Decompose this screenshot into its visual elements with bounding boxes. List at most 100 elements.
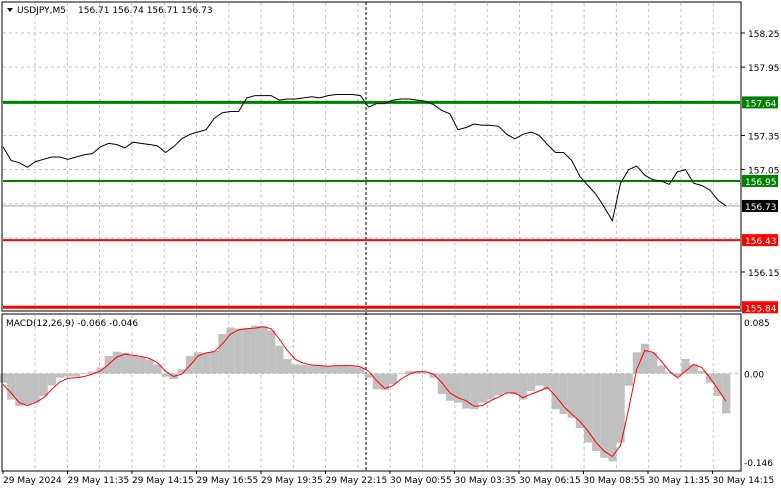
- macd-histogram-bar: [23, 373, 32, 405]
- macd-histogram-bar: [226, 327, 235, 374]
- price-axis: 157.64 156.95 156.43 155.84 156.73 158.25 157.…: [741, 30, 780, 469]
- macd-histogram-bar: [486, 373, 495, 400]
- macd-histogram-bar: [161, 373, 170, 377]
- macd-title: MACD(12,26,9) -0.066 -0.046: [6, 319, 138, 329]
- macd-histogram-bar: [689, 364, 698, 374]
- macd-histogram-bar: [454, 373, 463, 403]
- macd-histogram-bar: [527, 373, 536, 392]
- symbol-label: USDJPY,M5: [17, 6, 66, 16]
- level-label-bg: [742, 234, 778, 247]
- y-tick-label: 158.25: [748, 30, 780, 40]
- y-tick-label: 157.95: [748, 64, 780, 74]
- macd-histogram-bar: [88, 371, 97, 374]
- macd-pane-border: [1, 313, 742, 472]
- macd-histogram-bar: [153, 364, 162, 374]
- macd-histogram-bar: [234, 328, 243, 374]
- x-tick-label: 30 May 06:15: [519, 476, 581, 486]
- price-series-line: [2, 94, 727, 223]
- macd-histogram-bar: [218, 334, 227, 374]
- macd-signal-line: [2, 326, 727, 458]
- price-levels: [3, 100, 740, 309]
- macd-histogram-bar: [681, 358, 690, 374]
- macd-histogram-bar: [413, 371, 422, 374]
- macd-histogram-bar: [47, 373, 56, 386]
- macd-histogram-bar: [624, 373, 633, 386]
- macd-histogram-bar: [616, 373, 625, 443]
- macd-histogram-bar: [649, 352, 658, 374]
- macd-histogram-bar: [250, 325, 260, 374]
- macd-histogram-bar: [55, 373, 65, 378]
- macd-histogram-bar: [15, 373, 24, 407]
- macd-histogram: [0, 325, 731, 462]
- macd-histogram-bar: [494, 373, 503, 396]
- macd-histogram-bar: [112, 351, 121, 374]
- macd-histogram-bar: [275, 345, 284, 374]
- x-tick-label: 29 May 14:15: [132, 476, 194, 486]
- x-tick-label: 29 May 22:15: [326, 476, 388, 486]
- x-tick-label: 29 May 2024: [3, 476, 62, 486]
- x-tick-label: 30 May 08:55: [584, 476, 646, 486]
- macd-histogram-bar: [267, 330, 276, 374]
- macd-histogram-bar: [445, 373, 455, 401]
- macd-histogram-bar: [543, 373, 552, 390]
- macd-histogram-bar: [145, 359, 154, 374]
- macd-histogram-bar: [307, 365, 316, 374]
- macd-histogram-bar: [120, 352, 130, 374]
- current-price-label-bg: [742, 199, 778, 212]
- collapse-triangle-icon[interactable]: [7, 8, 13, 12]
- grid: [3, 3, 740, 470]
- current-price-label: 156.73: [745, 203, 777, 213]
- level-label-bg: [742, 301, 778, 314]
- level-label: 155.84: [745, 304, 777, 314]
- macd-histogram-bar: [592, 373, 601, 452]
- macd-histogram-bar: [437, 373, 446, 395]
- macd-y-tick-label: 0.085: [744, 319, 770, 329]
- x-tick-label: 29 May 19:35: [261, 476, 323, 486]
- macd-histogram-bar: [462, 373, 471, 409]
- y-tick-label: 156.15: [748, 269, 780, 279]
- y-tick-label: 157.05: [748, 167, 780, 177]
- macd-histogram-bar: [194, 352, 203, 374]
- macd-histogram-bar: [64, 373, 73, 377]
- macd-histogram-bar: [502, 373, 511, 393]
- macd-histogram-bar: [567, 373, 576, 418]
- macd-histogram-bar: [608, 373, 617, 462]
- macd-histogram-bar: [0, 373, 8, 383]
- x-tick-label: 30 May 00:55: [390, 476, 452, 486]
- macd-histogram-bar: [632, 352, 641, 374]
- macd-histogram-bar: [340, 365, 349, 374]
- macd-histogram-bar: [177, 369, 186, 374]
- macd-histogram-bar: [657, 365, 666, 374]
- macd-y-tick-label: 0.00: [744, 371, 764, 381]
- macd-histogram-bar: [478, 373, 487, 403]
- level-label: 156.43: [745, 237, 777, 247]
- macd-histogram-bar: [535, 373, 544, 386]
- macd-histogram-bar: [519, 373, 528, 400]
- y-tick-label: 157.35: [748, 132, 780, 142]
- macd-histogram-bar: [584, 373, 593, 443]
- x-tick-label: 29 May 11:35: [68, 476, 130, 486]
- macd-histogram-bar: [575, 373, 585, 429]
- macd-histogram-bar: [421, 372, 430, 374]
- macd-histogram-bar: [559, 373, 568, 415]
- macd-histogram-bar: [39, 373, 48, 396]
- macd-histogram-bar: [397, 373, 406, 375]
- macd-histogram-bar: [673, 373, 682, 376]
- x-tick-label: 30 May 14:15: [713, 476, 775, 486]
- x-tick-label: 30 May 03:35: [455, 476, 517, 486]
- x-tick-label: 29 May 16:55: [197, 476, 259, 486]
- macd-histogram-bar: [315, 365, 325, 374]
- macd-histogram-bar: [299, 365, 308, 374]
- macd-histogram-bar: [291, 364, 300, 374]
- macd-histogram-bar: [348, 366, 357, 374]
- macd-histogram-bar: [470, 373, 479, 410]
- macd-histogram-bar: [600, 373, 609, 458]
- macd-histogram-bar: [380, 373, 390, 390]
- macd-histogram-bar: [640, 343, 650, 374]
- macd-histogram-bar: [714, 373, 723, 396]
- level-label-bg: [742, 174, 778, 187]
- ohlc-readout: 156.71 156.74 156.71 156.73: [78, 6, 213, 16]
- macd-histogram-bar: [72, 373, 81, 377]
- time-axis: 29 May 2024 29 May 11:35 29 May 14:15 29 Ma…: [2, 471, 775, 486]
